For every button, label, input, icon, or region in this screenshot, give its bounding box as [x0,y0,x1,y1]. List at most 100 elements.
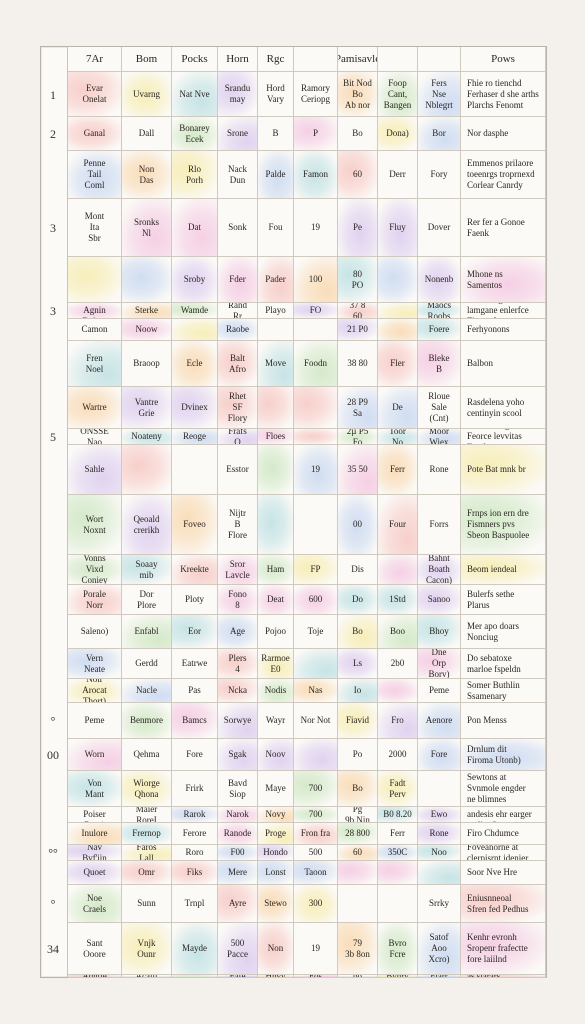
table-cell: Frafs O [218,429,258,445]
table-cell: Frnps ion ern dre Fismners pvs Sbeon Bas… [461,495,546,555]
table-cell: Ewo [418,807,461,823]
table-cell: Mhone ns Samentos [461,257,546,303]
table-cell: Fory [418,151,461,199]
table-cell: Emmenos prilaore toeenrgs troprnexd Corl… [461,151,546,199]
table-cell: Mayde [172,923,218,975]
table-cell: Srrky [418,885,461,923]
table-cell: Conne Agnin Doban [68,303,122,319]
table-cell: Fers Nse Nblegrt [418,72,461,117]
table-cell: Sonk [218,199,258,257]
table-cell: 19 [294,923,338,975]
table-cell: Omr [122,861,172,885]
table-cell [418,861,461,885]
table-cell: Boo [378,615,418,649]
table-cell [294,387,338,429]
table-cell: Srandu may [218,72,258,117]
table-cell: Floes [258,429,294,445]
table-cell: Bit Nod Bo Ab nor [338,72,378,117]
table-cell: Fiavid [338,703,378,739]
table-cell: Noateny [122,429,172,445]
table-cell: 300 [294,885,338,923]
table-cell: Bulerfs sethe Plarus [461,585,546,615]
table-cell: FP [294,555,338,585]
table-cell: Bvhry [378,975,418,978]
table-cell [258,319,294,341]
table-cell: Sreeuos e onok andesis ehr earger melier… [461,807,546,823]
table-cell: Enfabl [122,615,172,649]
table-cell: Obion Acaill (Jose) [122,975,172,978]
table-cell: Ls [338,649,378,679]
table-cell: Dona) [378,117,418,151]
column-header: Pocks [172,47,218,72]
table-cell: Noir Arocat Thort) [68,679,122,703]
table-cell: Braoop [122,341,172,387]
row-number: 1 [50,87,56,102]
table-cell: Eniusnneoal Sfren fed Pedhus [461,885,546,923]
table-cell: Inulore [68,823,122,845]
table-cell: Esstor [218,445,258,495]
row-number: 2 [50,127,56,141]
table-cell [378,885,418,923]
table-cell: 60 [338,151,378,199]
table-cell: Bo [338,117,378,151]
table-cell: 600 [294,585,338,615]
table-cell: Rlove Maocs Roobs Bors [418,303,461,319]
table-cell: Fler [378,341,418,387]
table-cell: Vantre Grie [122,387,172,429]
table-cell: Ploty [172,585,218,615]
table-cell: Von Mant [68,771,122,807]
table-cell: Somer Buthlin Ssamenary [461,679,546,703]
table-cell: Sunn [122,885,172,923]
table-cell: Pe [338,199,378,257]
table-cell: Non Das [122,151,172,199]
table-cell [294,739,338,771]
table-cell: B0 8.20 [378,807,418,823]
table-cell: Bor [418,117,461,151]
table-cell: Sterke [122,303,172,319]
table-cell [122,445,172,495]
table-cell: Wamde [172,303,218,319]
table-cell: Fron fra [294,823,338,845]
table-cell: Derr [378,151,418,199]
table-cell: Nacle [122,679,172,703]
table-cell: Slett Adgtie Ouonel [68,975,122,978]
table-cell: Fiks [172,861,218,885]
table-cell [338,861,378,885]
table-cell: Ferr [378,823,418,845]
table-cell: 700 [294,771,338,807]
table-cell: Peme [68,703,122,739]
table-cell: Bonarey Ecek [172,117,218,151]
table-cell: Selor Poiser Raro) [68,807,122,823]
table-cell: Nav Bvf'iin [68,845,122,861]
table-cell: Narok [218,807,258,823]
column-header: Pamisavle [338,47,378,72]
table-cell [338,885,378,923]
table-cell: Noo [418,845,461,861]
table-cell: Rone [418,445,461,495]
table-cell: Firo Chdumce [461,823,546,845]
table-cell: Porve Ssrde [172,975,218,978]
table-cell: Beom iendeal [461,555,546,585]
table-cell: 100 [294,257,338,303]
table-cell: Fiowere eplegr fenote Srelepnot as siara… [461,975,546,978]
row-number-margin: 1 2 3 3 5 ° 00 °° ° 34 [41,47,68,977]
table-cell: Rasdelena yoho centinyin scool [461,387,546,429]
table-cell: Pojoo [258,615,294,649]
table-cell: Wort Noxnt [68,495,122,555]
column-header: Rgc [258,47,294,72]
table-cell: Qehma [122,739,172,771]
table-cell: Fore [418,739,461,771]
table-cell [258,387,294,429]
row-number: 00 [47,748,59,762]
table-cell: Stewo [258,885,294,923]
table-cell: 500 [294,845,338,861]
table-cell: Ranode [218,823,258,845]
table-cell: Pas [172,679,218,703]
table-cell: Frernop [122,823,172,845]
table-cell: Peme [418,679,461,703]
table-cell: Foveo [172,495,218,555]
table-cell: ONSSE Nao [68,429,122,445]
table-cell: Bo [338,615,378,649]
table-cell: Foop Cant, Bangen [378,72,418,117]
table-cell [418,771,461,807]
